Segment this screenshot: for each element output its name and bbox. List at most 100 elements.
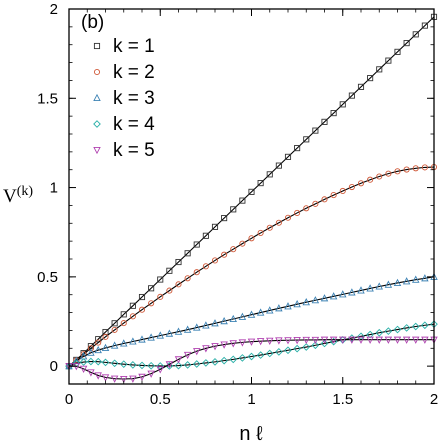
series-2-line xyxy=(68,166,435,367)
series-4-point xyxy=(101,358,110,367)
series-5-point xyxy=(101,374,110,382)
series-2-point xyxy=(339,187,346,195)
series-1-point xyxy=(248,188,255,195)
series-5-point xyxy=(211,343,219,351)
series-3-point xyxy=(87,348,95,356)
y-tick-label: 2 xyxy=(50,1,58,18)
series-1-point xyxy=(412,31,419,38)
series-1-point xyxy=(403,40,410,47)
series-4-point xyxy=(174,361,183,370)
x-tick-label: 0 xyxy=(65,391,73,408)
series-1-point xyxy=(166,267,173,274)
y-axis-label: V(k) xyxy=(3,184,33,207)
series-2-point xyxy=(412,165,419,172)
series-3-point xyxy=(94,345,102,354)
x-tick-label: 2 xyxy=(430,391,438,408)
panel-label: (b) xyxy=(81,12,104,33)
series-1-point xyxy=(367,75,374,82)
series-3-point xyxy=(421,274,429,282)
y-axis-label-superscript: (k) xyxy=(17,184,34,199)
series-4-point xyxy=(311,341,320,350)
series-4-point xyxy=(320,339,329,348)
series-2-point xyxy=(221,251,228,258)
series-1-point xyxy=(330,110,337,117)
series-3-point xyxy=(147,333,155,341)
series-3-point xyxy=(220,316,228,325)
legend-label-1: k = 1 xyxy=(113,36,155,57)
series-5-point xyxy=(366,336,374,344)
legend-label-4: k = 4 xyxy=(113,114,155,135)
series-5-point xyxy=(79,365,88,374)
series-1-point xyxy=(202,232,209,239)
y-tick-label: 0 xyxy=(50,358,58,375)
series-1-point xyxy=(312,127,319,134)
series-5-point xyxy=(412,336,420,344)
series-4-point xyxy=(138,361,146,370)
series-2-point xyxy=(321,196,328,203)
series-5-point xyxy=(247,338,256,346)
series-2-point xyxy=(148,300,155,307)
series-4-point xyxy=(393,325,402,334)
series-5-point xyxy=(202,345,210,353)
series-5-point xyxy=(94,372,102,380)
series-3-point xyxy=(183,325,192,333)
series-3-point xyxy=(348,288,356,296)
series-2-point xyxy=(239,240,246,247)
series-2-point xyxy=(303,205,310,212)
series-5-point xyxy=(320,336,329,344)
y-tick-label: 1 xyxy=(50,180,58,197)
series-1-point xyxy=(321,118,328,125)
series-2-point xyxy=(357,180,365,187)
series-4-point xyxy=(129,361,137,369)
series-5-point xyxy=(129,375,137,383)
series-4 xyxy=(65,320,438,370)
series-3-point xyxy=(293,299,301,308)
series-4-point xyxy=(119,360,128,369)
series-2-point xyxy=(211,257,219,264)
series-2-point xyxy=(284,214,292,221)
series-3-point xyxy=(302,298,310,306)
series-5-point xyxy=(275,337,283,345)
series-5-point xyxy=(284,337,292,345)
series-3-point xyxy=(110,341,119,349)
series-3-point xyxy=(238,312,247,320)
series-5-point xyxy=(357,336,365,344)
series-5-point xyxy=(421,336,429,344)
series-4-line xyxy=(68,323,435,367)
series-3-point xyxy=(247,310,256,318)
series-2-point xyxy=(175,281,182,288)
series-4-point xyxy=(366,330,374,339)
series-5-point xyxy=(266,337,274,345)
series-1-point xyxy=(211,223,219,230)
series-2-point xyxy=(312,200,319,207)
series-1-point xyxy=(111,320,118,327)
series-1-point xyxy=(120,311,127,318)
series-2-point xyxy=(385,170,392,177)
series-4-point xyxy=(87,357,95,366)
y-tick-label: 1.5 xyxy=(37,90,58,107)
series-3-point xyxy=(101,343,110,351)
series-1-point xyxy=(339,101,346,108)
series-2-point xyxy=(138,306,146,313)
series-4-point xyxy=(238,354,247,362)
series-3-point xyxy=(402,277,411,285)
axis-ticks: 0 0.5 1 1.5 2 0 0.5 1 1.5 2 xyxy=(37,1,438,408)
series-5-point xyxy=(311,336,320,345)
series-2-point xyxy=(403,166,410,173)
series-1-point xyxy=(376,66,383,73)
series-3-point xyxy=(193,323,201,331)
series-1-point xyxy=(184,250,191,257)
series-3-point xyxy=(329,292,338,300)
series-3-point xyxy=(229,314,237,323)
series-5-point xyxy=(229,340,237,348)
series-5-point xyxy=(147,370,155,378)
series-2-point xyxy=(157,293,164,300)
series-2-point xyxy=(202,263,209,270)
series-4-point xyxy=(94,357,103,366)
series-5 xyxy=(65,336,438,384)
series-4-point xyxy=(256,351,265,359)
series-2-point xyxy=(230,246,237,253)
series-3-point xyxy=(357,286,365,294)
series-4-point xyxy=(165,362,174,370)
